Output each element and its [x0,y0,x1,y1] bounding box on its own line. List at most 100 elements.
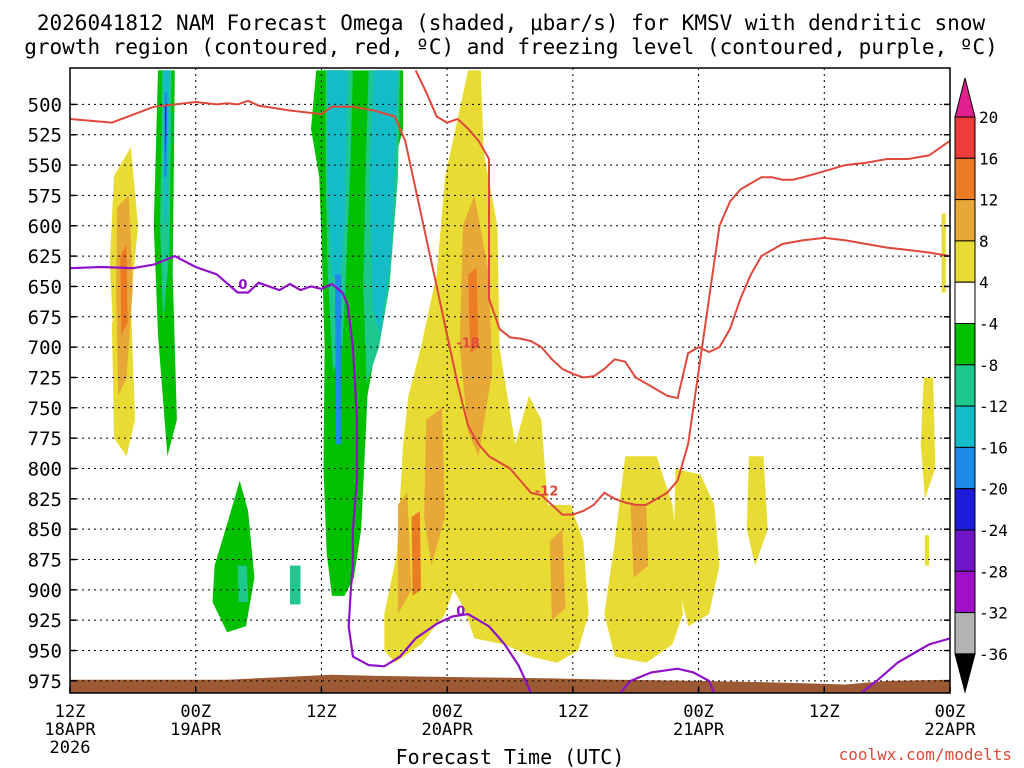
y-tick-label-675: 675 [28,307,62,329]
omega-region-4-29 [746,456,768,566]
y-tick-label-700: 700 [28,337,62,359]
colorbar-swatch-5 [954,323,976,366]
x-tick-label-48-0: 12Z [557,702,588,722]
x-tick-label-0-0: 12Z [55,702,86,722]
x-tick-label-60-0: 00Z [683,702,714,722]
colorbar-swatch-12 [954,612,976,655]
y-tick-label-650: 650 [28,276,62,298]
colorbar-swatch-6 [954,364,976,407]
colorbar-top-arrow [954,77,976,118]
freezing-level-segment-1 [860,637,950,693]
chart-subtitle: growth region (contoured, red, ºC) and f… [24,35,998,59]
x-tick-label-12-0: 00Z [180,702,211,722]
colorbar-label-6: -8 [979,356,998,375]
y-tick-label-575: 575 [28,185,62,207]
y-tick-label-500: 500 [28,94,62,116]
chart-title: 2026041812 NAM Forecast Omega (shaded, μ… [37,11,986,35]
isotherm-line-1 [414,69,950,400]
omega-region-8-27 [630,504,649,578]
omega-region-12-24 [411,511,421,596]
plot-frame [69,67,951,694]
x-tick-label-36-0: 00Z [432,702,463,722]
y-tick-label-600: 600 [28,216,62,238]
omega-region-4-32 [924,535,929,566]
x-tick-label-0-2: 2026 [50,738,91,758]
freezing-level-line [70,254,533,693]
y-tick-label-950: 950 [28,641,62,663]
isotherm-label-1: -18 [456,336,480,351]
y-tick-label-925: 925 [28,610,62,632]
y-tick-label-900: 900 [28,580,62,602]
colorbar-label-13: -36 [979,645,1008,664]
colorbar-swatch-9 [954,488,976,531]
colorbar-label-0: 20 [979,108,998,127]
contour-lines: -12 -18 0 0 [70,69,950,693]
x-tick-label-24-0: 12Z [306,702,337,722]
colorbar-swatch-8 [954,446,976,490]
omega-region-neg20-8 [164,104,167,159]
colorbar-label-9: -20 [979,480,1008,499]
omega-region-neg12-13 [369,70,398,336]
y-tick-label-550: 550 [28,155,62,177]
y-tick-label-775: 775 [28,428,62,450]
colorbar-swatch-0 [954,116,976,159]
colorbar-swatch-10 [954,529,976,572]
x-tick-label-60-1: 21APR [673,720,725,740]
colorbar-swatch-2 [954,199,976,242]
y-tick-label-725: 725 [28,367,62,389]
omega-region-neg16-15 [335,274,342,445]
colorbar-label-3: 8 [979,232,989,251]
omega-region-12-3 [120,244,128,335]
terrain-ground [70,674,950,693]
x-tick-label-0-1: 18APR [44,720,96,740]
omega-region-neg12-14 [327,70,348,287]
colorbar-label-12: -32 [979,604,1008,623]
omega-region-neg8-18 [290,565,301,605]
y-axis: 500 525 550 575 600 625 650 675 700 725 750 775 800 8… [28,94,950,693]
y-tick-label-875: 875 [28,550,62,572]
colorbar-label-10: -24 [979,521,1008,540]
omega-region-4-31 [941,213,946,293]
freezing-level-label-2: 0 [456,605,465,620]
colorbar-label-8: -16 [979,438,1008,457]
colorbar-swatch-7 [954,405,976,448]
freezing-level-segment-0 [619,667,716,693]
y-tick-label-750: 750 [28,398,62,420]
colorbar-label-5: -4 [979,315,998,334]
y-tick-label-825: 825 [28,489,62,511]
y-tick-label-800: 800 [28,458,62,480]
omega-region-8-22 [397,492,412,615]
colorbar-swatch-4 [954,281,976,325]
x-tick-label-12-1: 19APR [170,720,222,740]
y-tick-label-525: 525 [28,125,62,147]
omega-region-neg4-16 [212,480,255,633]
y-tick-label-850: 850 [28,519,62,541]
omega-region-neg8-17 [237,565,249,602]
colorbar-label-1: 16 [979,149,998,168]
x-axis-label: Forecast Time (UTC) [396,745,625,768]
omega-region-8-21 [424,407,445,566]
x-tick-label-72-0: 12Z [809,702,840,722]
y-tick-label-975: 975 [28,671,62,693]
colorbar-bottom-arrow [954,653,976,694]
omega-region-12-25 [468,268,479,354]
x-tick-label-84-0: 00Z [935,702,966,722]
colorbar-label-11: -28 [979,562,1008,581]
x-tick-label-36-1: 20APR [422,720,474,740]
x-tick-label-84-1: 22APR [924,720,976,740]
omega-region-4-28 [673,468,720,627]
colorbar-label-7: -12 [979,397,1008,416]
isotherm-line-0 [70,99,950,516]
colorbar-swatch-1 [954,157,976,201]
colorbar-label-2: 12 [979,191,998,210]
y-tick-label-625: 625 [28,246,62,268]
plot-area [70,70,950,693]
watermark: coolwx.com/modelts [839,745,1012,764]
gridlines [70,68,950,693]
omega-region-8-23 [549,529,566,621]
colorbar-swatch-11 [954,570,976,614]
colorbar: 20 16 12 8 4 -4 -8 -12 -16 -20 -24 -28 -32 -36 [954,77,1008,694]
colorbar-label-4: 4 [979,273,989,292]
